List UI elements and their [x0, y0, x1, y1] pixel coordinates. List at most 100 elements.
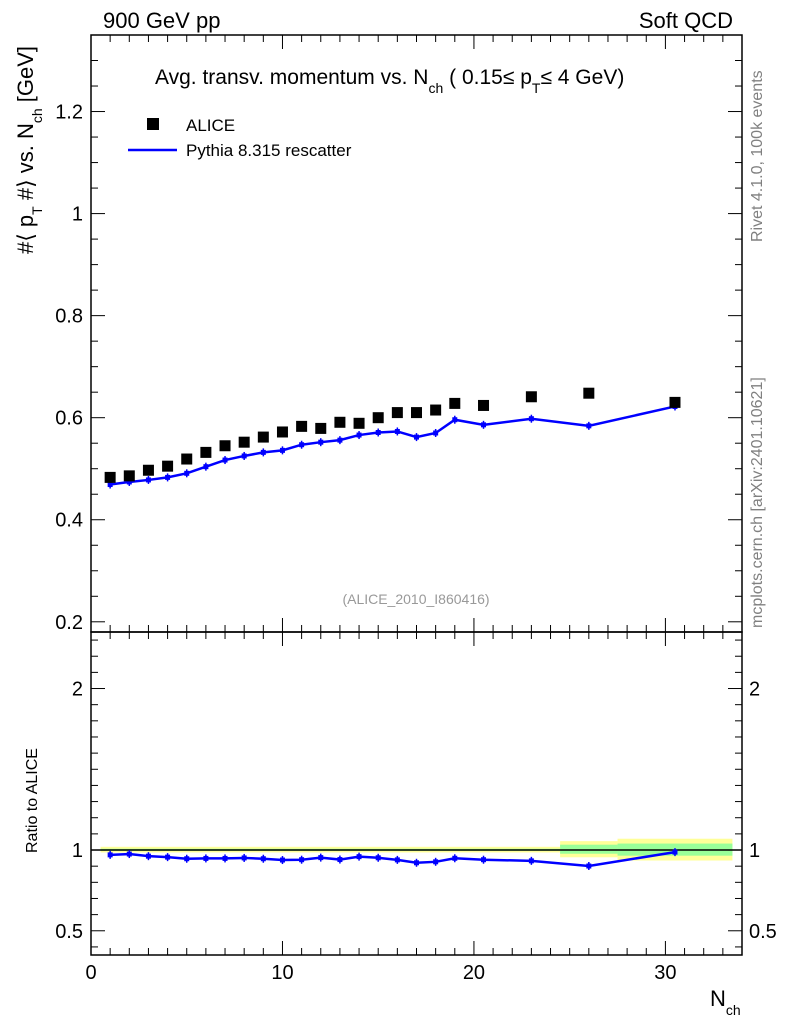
ratio-point [394, 857, 400, 863]
ratio-point [241, 855, 247, 861]
legend-mc-label: Pythia 8.315 rescatter [186, 141, 352, 160]
ratio-point [145, 853, 151, 859]
mc-point [414, 434, 419, 440]
main-y-tick-label: 0.6 [55, 408, 83, 430]
alice-point [391, 407, 403, 419]
alice-point [276, 426, 288, 438]
mc-point [452, 417, 458, 423]
mc-point [318, 439, 324, 445]
ratio-ticks: 0.5 0.51 12 20 10 20 30 [55, 632, 777, 984]
main-y-tick-label: 0.8 [55, 306, 83, 328]
title-le1: ≤ p [503, 66, 532, 89]
ratio-point [318, 855, 324, 861]
alice-point [372, 412, 384, 424]
ratio-y-tick-label: 0.5 [55, 921, 83, 943]
header-right: Soft QCD [639, 8, 733, 33]
alice-point [583, 387, 595, 399]
title-main: Avg. transv. momentum vs. N [155, 66, 428, 89]
mc-point [203, 464, 209, 470]
title-pt-sub: T [532, 80, 541, 96]
ratio-band-green [560, 844, 618, 854]
alice-point [219, 440, 231, 452]
legend-data-label: ALICE [186, 116, 235, 135]
mc-point [184, 470, 190, 476]
main-ticks: 0.2 0.4 0.6 0.8 1 1.2 [55, 35, 743, 634]
mc-point [107, 482, 113, 488]
chart-title: Avg. transv. momentum vs. Nch ( 0.15≤ pT… [155, 66, 624, 96]
x-tick-label: 0 [85, 962, 96, 984]
alice-point [478, 399, 490, 411]
alice-point [142, 464, 154, 476]
ratio-point [260, 856, 266, 862]
ratio-point [279, 857, 285, 863]
mc-point [375, 429, 381, 435]
title-le2: ≤ 4 GeV) [540, 66, 624, 89]
alice-point [200, 446, 212, 458]
alice-point [104, 471, 116, 483]
ratio-point [107, 852, 113, 858]
alice-point [430, 404, 442, 416]
mc-point [337, 437, 343, 443]
legend: ALICE Pythia 8.315 rescatter [128, 116, 352, 160]
alice-point [411, 407, 422, 419]
ratio-point [299, 857, 305, 863]
ylabel-a-sub: T [29, 206, 45, 215]
x-tick-label: 20 [463, 962, 485, 984]
ylabel-a: #⟨ p [13, 215, 38, 254]
x-axis-label: Nch [710, 986, 741, 1018]
ratio-frame [90, 631, 743, 956]
alice-point [181, 453, 193, 465]
ratio-y-tick-label: 1 [72, 840, 83, 862]
ratio-y-tick-label-right: 2 [749, 679, 760, 701]
ratio-panel: 0.5 0.51 12 20 10 20 30 Ratio to ALICE Nch [24, 631, 777, 1018]
ratio-point [528, 858, 534, 864]
mc-point [586, 423, 592, 429]
title-main-sub: ch [428, 80, 443, 96]
ratio-point [337, 857, 343, 863]
mc-line [109, 405, 676, 486]
alice-point [296, 420, 308, 432]
ratio-marks [107, 848, 678, 871]
mc-point [528, 416, 534, 422]
title-open: ( 0.15 [443, 66, 503, 89]
ratio-point [433, 859, 439, 865]
alice-point [123, 470, 135, 482]
alice-point [525, 391, 537, 403]
header-left: 900 GeV pp [103, 8, 220, 33]
x-tick-label: 10 [271, 962, 293, 984]
main-panel: 0.2 0.4 0.6 0.8 1 1.2 Avg. transv. momentum v… [13, 34, 743, 634]
xlabel-sub: ch [726, 1002, 741, 1018]
mcplots-label: mcplots.cern.ch [arXiv:2401.10621] [749, 377, 766, 628]
mc-point [145, 477, 151, 483]
mc-point [279, 447, 285, 453]
ratio-point [203, 855, 209, 861]
ylabel-b: #⟩ vs. N [13, 123, 38, 206]
ylabel-c: [GeV] [13, 46, 38, 108]
legend-data-marker [147, 118, 159, 130]
ratio-point [184, 856, 190, 862]
ratio-point [414, 860, 419, 866]
mc-point [126, 479, 132, 485]
alice-point [162, 460, 174, 472]
mc-point [222, 457, 228, 463]
mc-point [481, 422, 487, 428]
xlabel-main: N [710, 986, 726, 1011]
mc-point [433, 430, 439, 436]
alice-point [238, 436, 250, 448]
ratio-point [481, 857, 487, 863]
alice-point [669, 396, 681, 408]
ratio-point [375, 855, 381, 861]
main-y-tick-label: 1.2 [55, 102, 83, 124]
ratio-point [452, 855, 458, 861]
ylabel-b-sub: ch [29, 108, 45, 123]
alice-point [334, 416, 346, 428]
main-marks [104, 387, 681, 489]
ratio-y-label: Ratio to ALICE [24, 748, 41, 853]
main-y-label: #⟨ pT #⟩ vs. Nch [GeV] [13, 46, 45, 254]
main-y-tick-label: 0.4 [55, 510, 83, 532]
mc-point [165, 474, 171, 480]
ratio-point [165, 854, 171, 860]
alice-point [315, 422, 327, 434]
mc-point [260, 449, 266, 455]
